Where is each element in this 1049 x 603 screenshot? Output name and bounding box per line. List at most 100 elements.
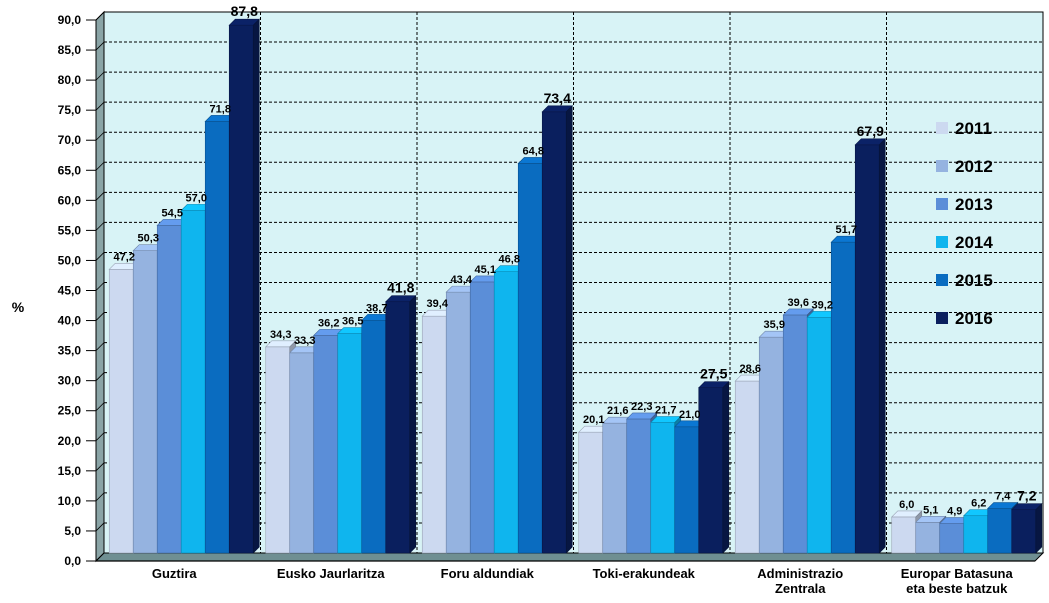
- bar: [854, 144, 880, 554]
- legend-swatch: [936, 198, 948, 210]
- side-gridline: [95, 432, 105, 442]
- x-tick-label: Guztira: [152, 566, 198, 581]
- data-label: 21,0: [679, 409, 700, 421]
- bars: [108, 18, 1043, 554]
- legend-label: 2013: [955, 195, 993, 214]
- bar: [313, 335, 339, 554]
- bar: [180, 210, 206, 554]
- bar: [493, 271, 519, 554]
- side-gridline: [95, 41, 105, 51]
- bar: [385, 301, 411, 554]
- gridlines: [95, 11, 1043, 562]
- y-tick-label: 15,0: [58, 464, 82, 478]
- plot-floor: [94, 552, 1045, 562]
- legend-swatch: [936, 312, 948, 324]
- side-gridline: [95, 312, 105, 321]
- bar: [891, 516, 917, 554]
- data-label: 39,4: [427, 298, 449, 310]
- bar: [289, 352, 315, 554]
- side-gridline: [95, 11, 105, 21]
- x-tick-label: Zentrala: [775, 581, 826, 596]
- bar: [758, 336, 784, 554]
- x-axis: Guztira Eusko Jaurlaritza Foru aldundiak To…: [96, 560, 1035, 596]
- side-gridline: [95, 552, 105, 562]
- side-gridline: [95, 71, 105, 81]
- data-label: 39,6: [788, 297, 809, 309]
- bar: [650, 422, 676, 554]
- data-label: 43,4: [451, 274, 473, 286]
- bar: [517, 163, 543, 554]
- side-gridline: [95, 101, 105, 111]
- x-tick-label: Toki-erakundeak: [593, 566, 696, 581]
- side-gridline: [95, 131, 105, 141]
- y-tick-label: 70,0: [58, 133, 82, 147]
- bar: [361, 320, 387, 554]
- y-axis-label: %: [12, 299, 25, 315]
- bar: [541, 111, 567, 554]
- data-label: 7,2: [1017, 488, 1037, 504]
- bar: [578, 431, 604, 554]
- bar: [1011, 509, 1037, 554]
- bar-side: [409, 295, 417, 554]
- data-label: 7,4: [995, 491, 1011, 503]
- bar: [782, 314, 808, 554]
- data-label: 21,6: [607, 405, 628, 417]
- data-label: 64,8: [523, 145, 544, 157]
- data-label: 34,3: [270, 329, 291, 341]
- bar: [734, 380, 760, 554]
- data-label: 54,5: [162, 207, 183, 219]
- y-tick-label: 45,0: [58, 284, 82, 298]
- data-label: 6,2: [971, 498, 986, 510]
- data-label: 71,8: [210, 103, 231, 115]
- bar-side: [252, 18, 260, 554]
- legend-label: 2015: [955, 271, 993, 290]
- data-label: 87,8: [231, 3, 258, 19]
- y-tick-label: 20,0: [58, 434, 82, 448]
- bar-side: [722, 380, 730, 554]
- data-label: 45,1: [475, 264, 496, 276]
- y-tick-label: 5,0: [64, 524, 81, 538]
- bar: [626, 418, 652, 554]
- bar: [963, 515, 989, 554]
- bar: [939, 523, 965, 554]
- side-gridline: [95, 161, 105, 171]
- y-tick-label: 25,0: [58, 404, 82, 418]
- side-gridline: [95, 222, 105, 231]
- bar: [830, 241, 856, 554]
- data-label: 21,7: [655, 405, 676, 417]
- y-tick-label: 50,0: [58, 253, 82, 267]
- bar: [469, 281, 495, 554]
- bar: [698, 387, 724, 554]
- bar: [806, 317, 832, 554]
- data-label: 41,8: [387, 280, 414, 296]
- data-label: 6,0: [899, 499, 914, 511]
- bar: [108, 268, 134, 554]
- y-tick-label: 90,0: [58, 13, 82, 27]
- y-axis: 0,0 5,0 10,0 15,0 20,0 25,0 30,0 35,0 40,0 45,0 50…: [58, 13, 97, 568]
- data-label: 22,3: [631, 401, 652, 413]
- x-tick-label: eta beste batzuk: [906, 581, 1008, 596]
- x-tick-label: Eusko Jaurlaritza: [277, 566, 385, 581]
- data-label: 36,2: [318, 317, 339, 329]
- y-tick-label: 55,0: [58, 223, 82, 237]
- x-tick-label: Foru aldundiak: [441, 566, 535, 581]
- data-label: 39,2: [812, 299, 833, 311]
- x-tick-label: Administrazio: [757, 566, 843, 581]
- side-gridline: [95, 522, 105, 532]
- data-label: 38,7: [366, 302, 387, 314]
- legend-label: 2012: [955, 157, 993, 176]
- data-label: 50,3: [138, 233, 159, 245]
- bar: [204, 121, 230, 554]
- y-tick-label: 85,0: [58, 43, 82, 57]
- side-gridline: [95, 342, 105, 351]
- side-gridline: [95, 492, 105, 502]
- bar: [602, 422, 628, 554]
- bar: [915, 522, 941, 554]
- data-label: 28,6: [740, 363, 761, 375]
- legend-label: 2011: [955, 119, 992, 138]
- y-tick-label: 10,0: [58, 494, 82, 508]
- legend: 2011 2012 2013 2014 2015 2016: [936, 119, 993, 328]
- legend-swatch: [936, 122, 948, 134]
- legend-label: 2016: [955, 309, 993, 328]
- bar: [132, 250, 158, 554]
